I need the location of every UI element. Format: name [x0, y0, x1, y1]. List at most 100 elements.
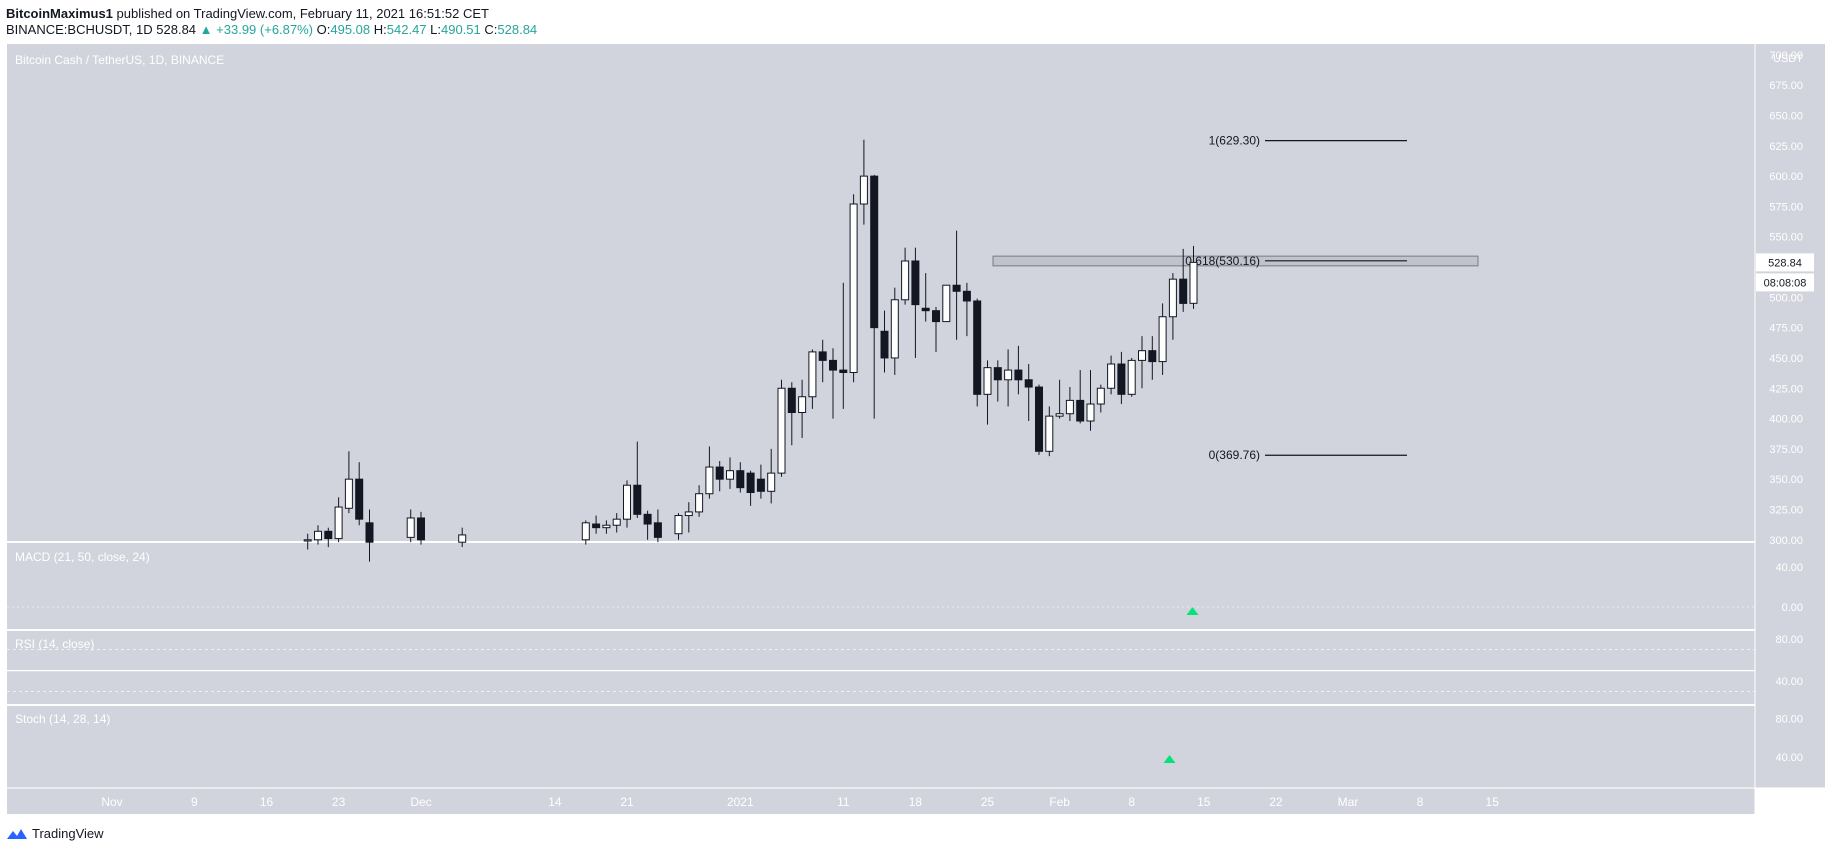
time-tick-label: 21 — [620, 795, 634, 809]
candle-body — [901, 260, 910, 301]
candle-body — [726, 470, 734, 480]
last-price-tag — [1756, 253, 1814, 272]
candle-body — [962, 290, 971, 302]
change-up-icon: ▲ — [199, 22, 213, 37]
candle-body — [1189, 261, 1198, 304]
countdown-tag — [1756, 273, 1814, 292]
candle-body — [303, 539, 312, 542]
time-tick-label: 11 — [837, 795, 850, 809]
high-value: 542.47 — [386, 22, 427, 37]
time-tick-label: 25 — [981, 795, 995, 809]
candle-body — [1107, 363, 1116, 389]
last-price-label: 528.84 — [1768, 257, 1802, 269]
indicator-tick-label: 80.00 — [1775, 714, 1803, 726]
candle-body — [767, 472, 776, 492]
price-tick-label: 700.00 — [1769, 50, 1803, 62]
candle-body — [942, 284, 951, 323]
time-tick-label: Nov — [101, 795, 122, 809]
stoch-signal-up-icon — [1163, 755, 1176, 764]
tradingview-footer[interactable]: TradingView — [6, 826, 104, 841]
footer-brand: TradingView — [32, 826, 104, 841]
candle-body — [643, 513, 652, 525]
time-tick-label: 22 — [1269, 795, 1283, 809]
candle-body — [1148, 350, 1157, 363]
last-price: 528.84 — [156, 22, 197, 37]
chart-title: Bitcoin Cash / TetherUS, 1D, BINANCE — [15, 53, 224, 67]
candle-body — [829, 359, 837, 371]
candle-body — [1045, 415, 1054, 452]
candle-body — [612, 518, 621, 526]
high-label: H: — [373, 22, 387, 37]
candle-body — [746, 472, 755, 494]
price-axis-bg[interactable] — [1755, 44, 1825, 788]
candle-body — [1004, 369, 1013, 381]
candle-body — [592, 523, 601, 529]
symbol-label: BINANCE:BCHUSDT, 1D — [6, 22, 153, 37]
price-tick-label: 350.00 — [1769, 474, 1803, 486]
time-tick-label: 15 — [1197, 795, 1211, 809]
candle-body — [1024, 379, 1033, 388]
macd-pane-bg — [7, 543, 1755, 629]
candle-body — [849, 203, 858, 374]
candle-body — [674, 515, 683, 535]
candle-body — [1096, 387, 1105, 405]
candle-body — [633, 484, 642, 515]
fib-level-label: 0.618(530.16) — [1185, 254, 1260, 268]
published-info: published on TradingView.com, February 1… — [116, 6, 489, 21]
countdown-label: 08:08:08 — [1764, 277, 1807, 289]
open-label: O: — [316, 22, 331, 37]
price-tick-label: 500.00 — [1769, 292, 1803, 304]
macd-label: MACD (21, 50, close, 24) — [15, 550, 150, 564]
candle-body — [417, 517, 425, 541]
price-tick-label: 675.00 — [1769, 80, 1803, 92]
time-tick-label: 2021 — [727, 795, 754, 809]
candle-body — [1014, 369, 1023, 381]
time-axis-bg[interactable] — [7, 788, 1755, 814]
candle-body — [1117, 363, 1126, 395]
close-value: 528.84 — [497, 22, 538, 37]
price-tick-label: 375.00 — [1769, 444, 1803, 456]
low-value: 490.51 — [441, 22, 481, 37]
candle-body — [983, 367, 992, 395]
candle-body — [952, 284, 961, 292]
candle-body — [355, 478, 364, 520]
candle-body — [324, 530, 333, 540]
price-tick-label: 625.00 — [1769, 141, 1803, 153]
candle-body — [684, 511, 693, 517]
time-tick-label: 23 — [332, 795, 346, 809]
candle-body — [365, 522, 374, 543]
low-label: L: — [430, 22, 441, 37]
candle-body — [839, 369, 848, 374]
price-axis-unit: USDT — [1773, 53, 1803, 65]
candle-body — [736, 470, 745, 489]
candle-body — [932, 310, 940, 323]
candle-body — [1158, 316, 1167, 363]
time-tick-label: 8 — [1417, 795, 1424, 809]
fib-level-label: 0(369.76) — [1209, 448, 1260, 462]
macd-signal-up-icon — [1186, 607, 1199, 615]
price-tick-label: 575.00 — [1769, 201, 1803, 213]
candle-body — [890, 299, 899, 359]
candle-body — [1076, 399, 1085, 422]
tradingview-logo-icon — [7, 828, 27, 839]
ohlc-line: BINANCE:BCHUSDT, 1D 528.84 ▲ +33.99 (+6.… — [6, 22, 537, 37]
change-value: +33.99 (+6.87%) — [216, 22, 314, 37]
time-tick-label: 18 — [909, 795, 923, 809]
candle-body — [880, 330, 889, 359]
price-tick-label: 325.00 — [1769, 504, 1803, 516]
time-tick-label: 8 — [1128, 795, 1135, 809]
time-tick-label: 15 — [1486, 795, 1500, 809]
author-name[interactable]: BitcoinMaximus1 — [6, 6, 113, 21]
candle-body — [911, 260, 920, 306]
candle-body — [581, 522, 590, 541]
candle-body — [787, 387, 796, 414]
publish-line: BitcoinMaximus1 published on TradingView… — [6, 6, 489, 21]
candle-body — [458, 534, 467, 543]
price-tick-label: 475.00 — [1769, 323, 1803, 335]
stoch-label: Stoch (14, 28, 14) — [15, 712, 110, 726]
fib-level-label: 1(629.30) — [1209, 134, 1260, 148]
candle-body — [623, 484, 631, 520]
price-chart[interactable]: Bitcoin Cash / TetherUS, 1D, BINANCE USD… — [0, 42, 1828, 814]
candle-body — [993, 367, 1002, 381]
candle-body — [1055, 413, 1064, 417]
